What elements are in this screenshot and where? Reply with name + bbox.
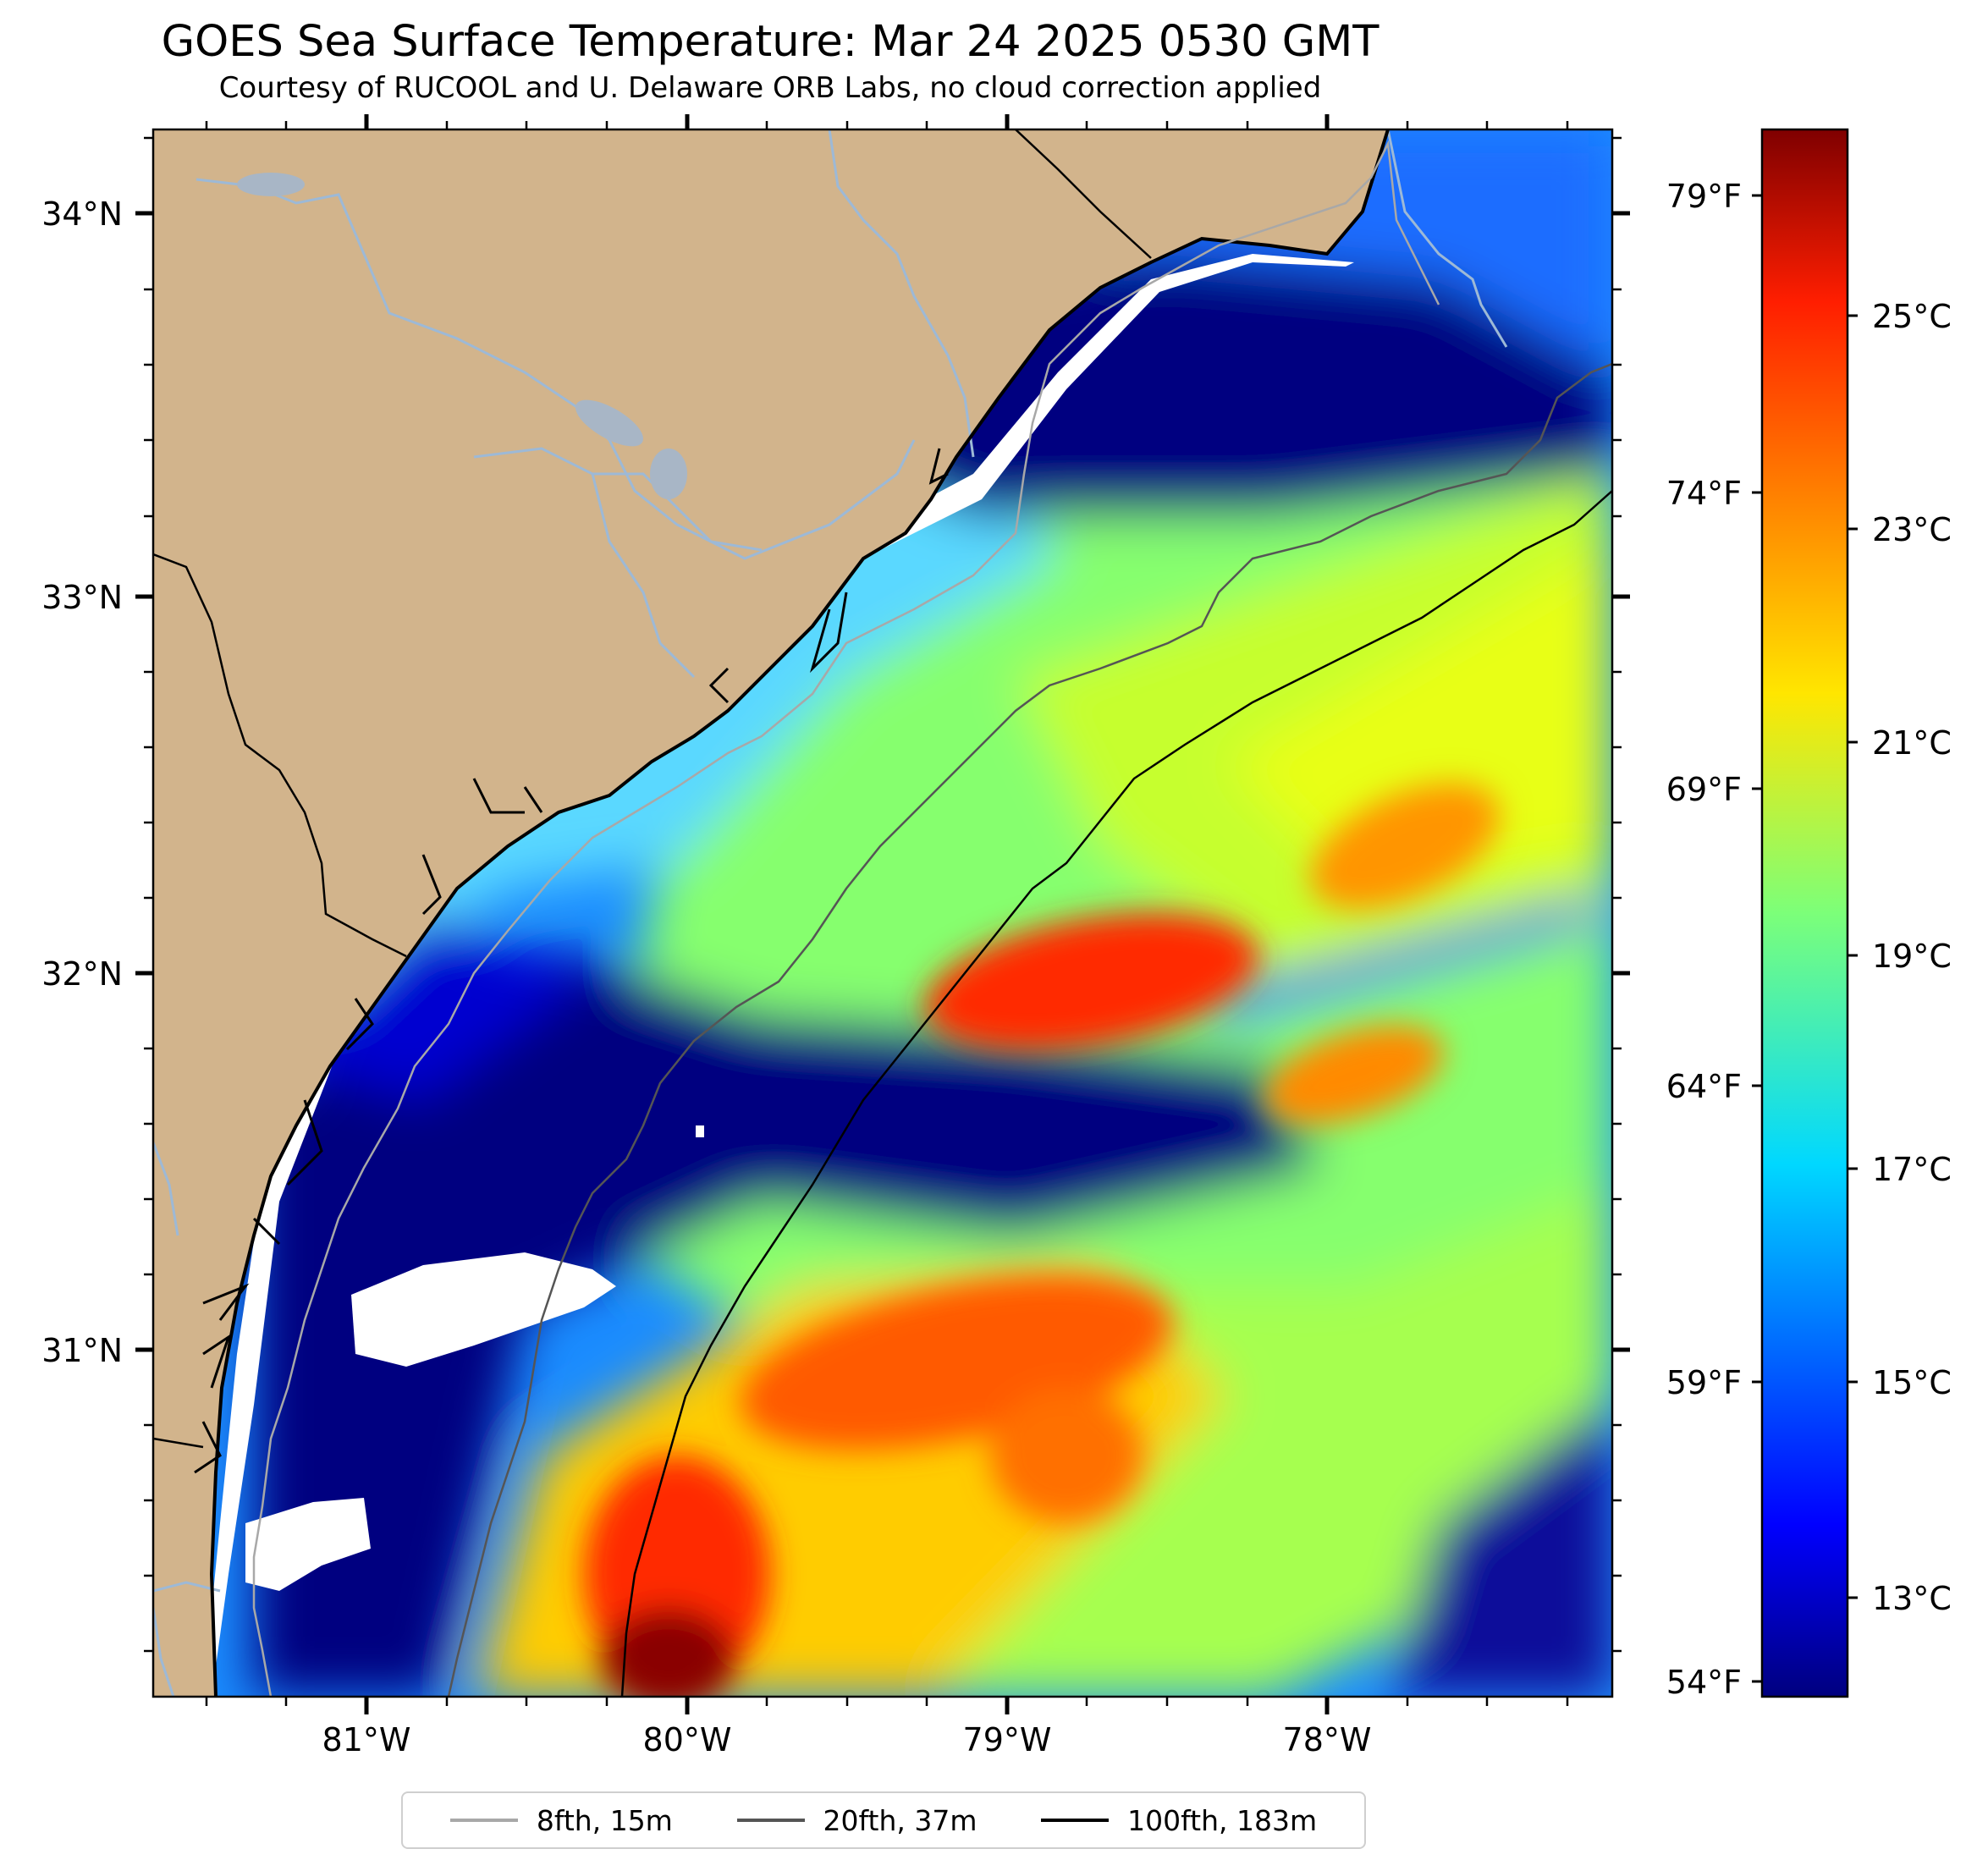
- map-frame: [151, 128, 1614, 1698]
- celsius-label: 23°C: [1872, 511, 1952, 548]
- legend-label: 20fth, 37m: [823, 1803, 977, 1837]
- legend-line-swatch: [736, 1819, 805, 1822]
- lake-marion: [237, 173, 305, 196]
- warm-features: [584, 783, 1500, 1697]
- colorbar-frame: [1760, 128, 1849, 1698]
- rivers: [153, 129, 1508, 1697]
- celsius-label: 17°C: [1872, 1151, 1952, 1188]
- legend-item-20fth: 20fth, 37m: [736, 1803, 977, 1837]
- isobath-legend: 8fth, 15m 20fth, 37m 100fth, 183m: [401, 1791, 1366, 1849]
- fahrenheit-label: 59°F: [1666, 1364, 1742, 1401]
- lat-label: 32°N: [41, 955, 123, 993]
- lat-label: 34°N: [41, 195, 123, 233]
- fahrenheit-ticks: [1752, 194, 1762, 1683]
- legend-line-swatch: [449, 1819, 518, 1822]
- isobath-8fth: [252, 140, 1440, 1697]
- lon-label: 81°W: [322, 1721, 411, 1758]
- lat-label: 33°N: [41, 579, 123, 616]
- celsius-label: 19°C: [1872, 938, 1952, 975]
- celsius-ticks: [1848, 314, 1858, 1599]
- fahrenheit-label: 79°F: [1666, 178, 1742, 215]
- legend-line-swatch: [1041, 1819, 1110, 1822]
- lon-label: 78°W: [1283, 1721, 1372, 1758]
- celsius-label: 21°C: [1872, 724, 1952, 762]
- celsius-label: 15°C: [1872, 1364, 1952, 1401]
- land: [153, 129, 1388, 1697]
- warm-eddy: [1264, 1025, 1444, 1125]
- page-subtitle: Courtesy of RUCOOL and U. Delaware ORB L…: [218, 71, 1322, 105]
- fahrenheit-label: 54°F: [1666, 1664, 1742, 1701]
- legend-item-8fth: 8fth, 15m: [449, 1803, 673, 1837]
- isobath-20fth: [447, 362, 1612, 1697]
- fahrenheit-label: 69°F: [1666, 771, 1742, 808]
- lon-label: 80°W: [643, 1721, 732, 1758]
- legend-item-100fth: 100fth, 183m: [1041, 1804, 1317, 1837]
- fahrenheit-label: 74°F: [1666, 475, 1742, 512]
- legend-label: 100fth, 183m: [1127, 1803, 1318, 1837]
- lon-label: 79°W: [963, 1721, 1052, 1758]
- isobath-100fth: [620, 490, 1612, 1697]
- axis-ticks: [135, 114, 1630, 1714]
- page-title: GOES Sea Surface Temperature: Mar 24 202…: [161, 17, 1379, 67]
- celsius-label: 13°C: [1872, 1580, 1952, 1617]
- gulf-stream-filament: [924, 912, 1259, 1051]
- map-area: [153, 129, 1612, 1697]
- fahrenheit-label: 64°F: [1666, 1068, 1742, 1105]
- coastline-islands: [194, 448, 949, 1474]
- celsius-label: 25°C: [1872, 298, 1952, 335]
- lat-label: 31°N: [41, 1332, 123, 1369]
- colorbar: [1762, 129, 1848, 1697]
- state-borders: [153, 129, 1152, 1449]
- no-data-mask: [203, 254, 1354, 1697]
- lake-moultrie: [575, 399, 643, 447]
- legend-label: 8fth, 15m: [536, 1803, 673, 1837]
- coastline: [209, 129, 1390, 1697]
